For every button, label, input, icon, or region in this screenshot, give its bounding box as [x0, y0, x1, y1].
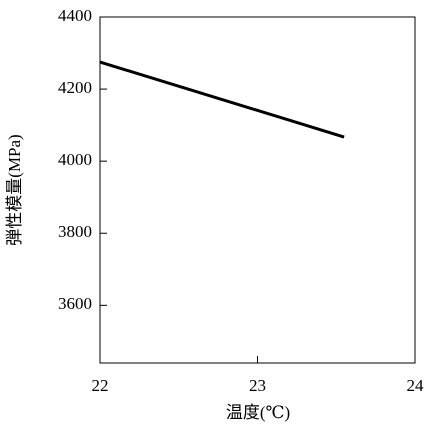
y-tick-label: 3800 — [58, 222, 92, 241]
y-tick-label: 4400 — [58, 6, 92, 25]
y-tick-label: 4200 — [58, 78, 92, 97]
line — [99, 60, 345, 139]
y-tick-label: 4000 — [58, 150, 92, 169]
x-tick-label: 22 — [92, 376, 109, 395]
y-axis-label: 弾性模量(MPa) — [5, 134, 24, 245]
x-tick-label: 23 — [249, 376, 266, 395]
x-tick-label: 24 — [407, 376, 425, 395]
x-axis-label: 温度(℃) — [226, 403, 290, 422]
y-tick-label: 3600 — [58, 294, 92, 313]
plot-frame — [99, 16, 416, 364]
